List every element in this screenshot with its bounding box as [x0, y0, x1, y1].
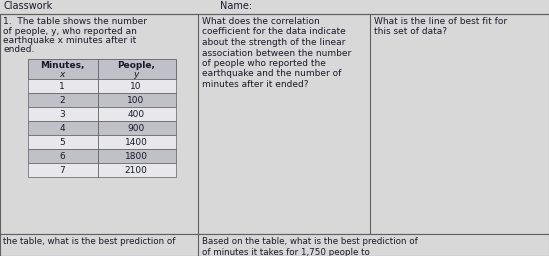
- Text: 7: 7: [59, 166, 65, 175]
- Text: People,: People,: [117, 61, 155, 70]
- Bar: [28, 121, 176, 135]
- Text: Classwork: Classwork: [3, 1, 52, 11]
- Text: 1800: 1800: [125, 152, 148, 161]
- Text: Minutes,: Minutes,: [40, 61, 84, 70]
- Bar: [28, 163, 176, 177]
- Text: of people, y, who reported an: of people, y, who reported an: [3, 27, 137, 36]
- Text: the table, what is the best prediction of: the table, what is the best prediction o…: [3, 237, 175, 246]
- Bar: [28, 79, 176, 93]
- Text: of people who reported the: of people who reported the: [202, 59, 326, 68]
- Text: this set of data?: this set of data?: [374, 27, 447, 37]
- Bar: [28, 135, 176, 149]
- Text: about the strength of the linear: about the strength of the linear: [202, 38, 345, 47]
- Text: 10: 10: [130, 82, 142, 91]
- Text: Name:: Name:: [220, 1, 252, 11]
- Bar: [28, 107, 176, 121]
- Text: x: x: [59, 70, 65, 79]
- Text: ended.: ended.: [3, 46, 35, 55]
- Text: 2100: 2100: [125, 166, 148, 175]
- Bar: [28, 59, 176, 79]
- Text: y: y: [133, 70, 139, 79]
- Text: What is the line of best fit for: What is the line of best fit for: [374, 17, 507, 26]
- Text: 900: 900: [127, 124, 145, 133]
- Text: earthquake and the number of: earthquake and the number of: [202, 69, 341, 79]
- Text: 1: 1: [59, 82, 65, 91]
- Text: coefficient for the data indicate: coefficient for the data indicate: [202, 27, 346, 37]
- Text: 100: 100: [127, 96, 145, 105]
- Bar: [28, 93, 176, 107]
- Text: Based on the table, what is the best prediction of: Based on the table, what is the best pre…: [202, 237, 418, 246]
- Text: 400: 400: [127, 110, 144, 119]
- Text: 5: 5: [59, 138, 65, 147]
- Text: minutes after it ended?: minutes after it ended?: [202, 80, 309, 89]
- Text: What does the correlation: What does the correlation: [202, 17, 320, 26]
- Bar: [0, 14, 549, 234]
- Text: association between the number: association between the number: [202, 48, 351, 58]
- Text: 1400: 1400: [125, 138, 148, 147]
- Text: earthquake x minutes after it: earthquake x minutes after it: [3, 36, 136, 45]
- Text: 1.  The table shows the number: 1. The table shows the number: [3, 17, 147, 26]
- Text: of minutes it takes for 1,750 people to: of minutes it takes for 1,750 people to: [202, 248, 370, 256]
- Text: 3: 3: [59, 110, 65, 119]
- Bar: [28, 149, 176, 163]
- Text: 2: 2: [59, 96, 65, 105]
- Text: 4: 4: [59, 124, 65, 133]
- Text: 6: 6: [59, 152, 65, 161]
- Bar: [0, 0, 549, 14]
- Bar: [0, 234, 549, 256]
